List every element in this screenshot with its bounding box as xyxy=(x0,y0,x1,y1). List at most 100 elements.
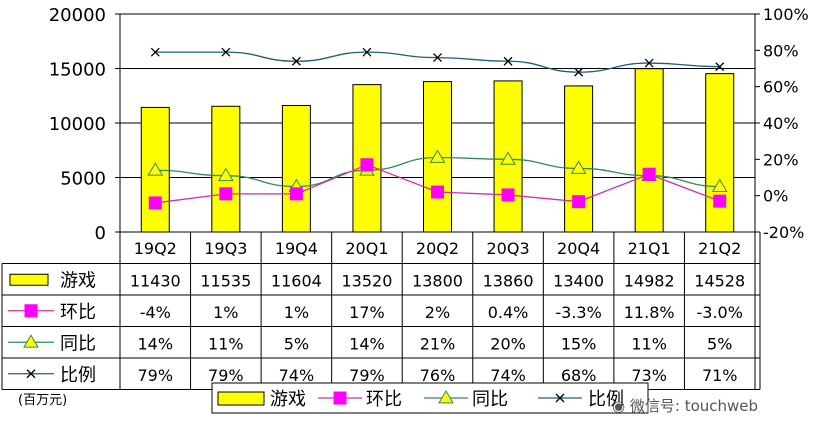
legend-item: 同比 xyxy=(424,389,508,410)
data-point-square xyxy=(219,187,233,201)
left-tick-label: 15000 xyxy=(49,60,106,81)
table-cell: 74% xyxy=(490,366,526,385)
table-cell: 74% xyxy=(279,366,315,385)
x-stroke xyxy=(715,62,725,72)
table-cell: 11% xyxy=(631,334,667,353)
x-stroke xyxy=(291,56,301,66)
row-label: 环比 xyxy=(60,302,96,323)
data-point-square xyxy=(572,195,586,209)
data-point-triangle xyxy=(217,167,234,182)
category-label: 20Q1 xyxy=(345,239,388,258)
data-point-triangle xyxy=(438,390,454,404)
row-label: 比例 xyxy=(60,365,96,386)
table-cell: -3.3% xyxy=(555,303,601,322)
table-cell: 1% xyxy=(213,303,238,322)
data-point-x xyxy=(555,393,565,403)
category-label: 20Q2 xyxy=(416,239,459,258)
right-tick-label: 40% xyxy=(763,114,799,133)
legend-label: 环比 xyxy=(366,389,402,410)
right-tick-label: 0% xyxy=(763,187,788,206)
x-stroke xyxy=(574,67,584,77)
category-label: 20Q4 xyxy=(557,239,600,258)
data-point-triangle xyxy=(711,178,728,192)
legend-label: 同比 xyxy=(472,389,508,410)
data-point-x xyxy=(433,53,442,63)
table-cell: -3.0% xyxy=(697,303,743,322)
legend-label: 比例 xyxy=(588,389,624,410)
data-point-triangle xyxy=(570,160,587,174)
legend-item: 游戏 xyxy=(217,389,306,410)
category-label: 19Q3 xyxy=(204,239,247,258)
table-cell: 13520 xyxy=(341,271,392,290)
table-cell: 15% xyxy=(561,334,597,353)
table-cell: 20% xyxy=(490,334,526,353)
data-point-triangle xyxy=(429,149,446,163)
table-cell: 11% xyxy=(208,334,244,353)
right-tick-label: 20% xyxy=(763,150,799,169)
data-point-x xyxy=(574,67,584,77)
right-tick-label: 100% xyxy=(763,5,809,24)
watermark-text: 微信号: touchweb xyxy=(629,397,759,415)
x-stroke xyxy=(433,53,442,63)
row-label: 游戏 xyxy=(60,270,96,291)
table-cell: 68% xyxy=(561,366,597,385)
x-stroke xyxy=(150,47,160,57)
table-cell: -4% xyxy=(140,303,171,322)
table-cell: 13400 xyxy=(553,271,604,290)
watermark: ◉ 微信号: touchweb xyxy=(612,395,758,416)
data-point-square xyxy=(713,194,727,208)
data-point-square xyxy=(148,196,162,210)
data-point-square xyxy=(501,188,515,202)
data-point-x xyxy=(503,56,513,66)
data-point-x xyxy=(644,58,654,68)
legend-item: 环比 xyxy=(318,389,402,410)
left-tick-label: 10000 xyxy=(49,114,106,135)
data-point-square xyxy=(24,304,38,318)
table-cell: 21% xyxy=(420,334,456,353)
x-stroke xyxy=(555,393,565,403)
left-tick-label: 20000 xyxy=(49,5,106,26)
x-stroke xyxy=(26,369,36,379)
data-point-x xyxy=(291,56,301,66)
category-label: 19Q2 xyxy=(134,239,177,258)
table-cell: 11.8% xyxy=(624,303,675,322)
table-cell: 5% xyxy=(284,334,309,353)
bar xyxy=(705,73,735,233)
table-cell: 13860 xyxy=(483,271,534,290)
right-tick-label: -20% xyxy=(763,223,804,242)
bar xyxy=(564,85,594,233)
category-label: 20Q3 xyxy=(486,239,529,258)
category-label: 21Q2 xyxy=(698,239,741,258)
data-point-square xyxy=(360,158,374,172)
x-stroke xyxy=(644,58,654,68)
legend-key-bar xyxy=(217,391,265,406)
legend-label: 游戏 xyxy=(270,389,306,410)
data-point-square xyxy=(289,187,303,201)
data-point-x xyxy=(221,47,231,57)
category-label: 21Q1 xyxy=(628,239,671,258)
table-cell: 79% xyxy=(208,366,244,385)
data-point-triangle xyxy=(500,151,516,165)
bar xyxy=(281,105,311,233)
data-point-triangle xyxy=(23,334,39,348)
table-cell: 11604 xyxy=(271,271,322,290)
right-tick-label: 80% xyxy=(763,41,799,60)
x-stroke xyxy=(362,47,372,57)
data-point-x xyxy=(150,47,160,57)
left-tick-label: 5000 xyxy=(60,169,106,190)
table-cell: 14% xyxy=(349,334,385,353)
table-cell: 5% xyxy=(707,334,732,353)
table-cell: 17% xyxy=(349,303,385,322)
table-cell: 11430 xyxy=(130,271,181,290)
right-tick-label: 60% xyxy=(763,78,799,97)
wechat-icon: ◉ xyxy=(612,397,626,415)
table-cell: 79% xyxy=(137,366,173,385)
bar xyxy=(634,68,664,233)
data-point-x xyxy=(715,62,725,72)
table-cell: 11535 xyxy=(200,271,251,290)
table-cell: 73% xyxy=(631,366,667,385)
table-cell: 14982 xyxy=(624,271,675,290)
table-cell: 13800 xyxy=(412,271,463,290)
table-cell: 0.4% xyxy=(488,303,529,322)
